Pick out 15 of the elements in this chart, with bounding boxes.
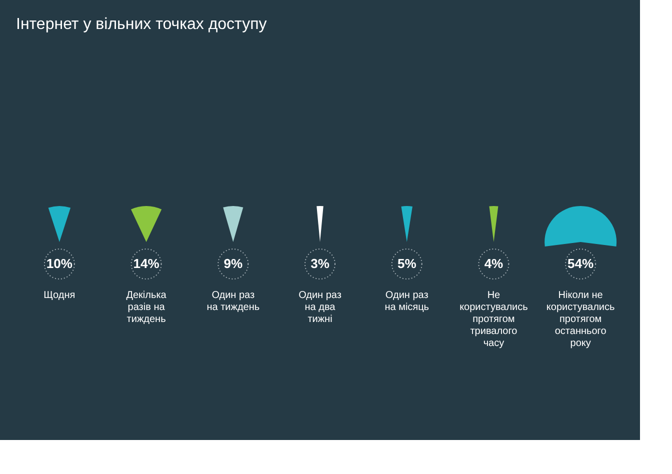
text: Інтернет у вільних точках доступу xyxy=(16,16,267,33)
data-label: 54% xyxy=(568,256,594,271)
category-label: Один раз на місяць xyxy=(384,290,430,313)
data-label: 5% xyxy=(397,256,417,271)
category-label: Ніколи не користувались протягом останнього року xyxy=(546,290,615,349)
category-label: Не користувались протягом тривалого часу xyxy=(460,290,528,349)
category-label: Декілька разів на тиждень xyxy=(126,290,167,325)
data-label: 14% xyxy=(133,256,160,271)
category-label: Один раз на тиждень xyxy=(206,290,260,313)
data-label: 9% xyxy=(224,256,243,271)
category-label: Щодня xyxy=(44,290,76,301)
category-label: Один раз на два тижні xyxy=(298,290,342,325)
data-label: 3% xyxy=(310,256,330,271)
data-label: 4% xyxy=(484,256,504,271)
data-label: 10% xyxy=(46,256,73,271)
